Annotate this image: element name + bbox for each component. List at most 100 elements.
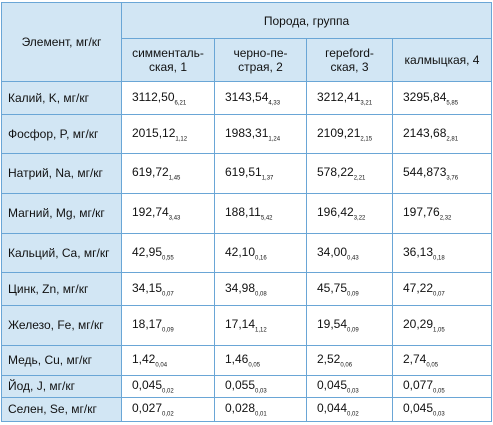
error-value: 2,32 [439,215,452,222]
error-value: 4,33 [268,100,281,107]
mean-value: 544,873 [403,165,447,180]
header-row: Элемент, мг/кг Порода, группа [1,2,492,82]
mean-value: 36,13 [403,244,434,259]
breed-header: гереford-ская, 3 [306,38,393,82]
value-cell: 0,0450,02 [121,375,215,398]
row-label: Магний, Mg, мг/кг [1,193,122,234]
value-cell: 34,980,08 [214,272,307,306]
error-value: 2,15 [360,136,373,143]
value-cell: 34,150,07 [121,272,215,306]
row-label: Калий, K, мг/кг [1,81,122,115]
value-cell: 578,222,21 [306,153,393,194]
error-value: 0,16 [255,255,267,262]
error-value: 0,07 [433,291,445,298]
breed-header: калмыцкая, 4 [392,38,492,82]
error-value: 0,06 [340,362,353,369]
error-value: 1,24 [268,136,281,143]
error-value: 1,12 [175,136,188,143]
error-value: 0,43 [347,255,359,262]
value-cell: 2109,212,15 [306,114,393,154]
mean-value: 2,52 [317,352,341,367]
row-label: Железо, Fe, мг/кг [1,305,122,346]
data-row: Селен, Se, мг/кг 0,0270,02 0,0280,01 0,044 0… [1,397,492,422]
value-cell: 19,540,09 [306,305,393,346]
error-value: 6,21 [174,100,187,107]
value-cell: 196,423,22 [306,193,393,234]
mean-value: 3143,54 [225,89,269,104]
mean-value: 18,17 [132,317,163,332]
mean-value: 3295,84 [403,89,447,104]
mean-value: 2143,68 [403,125,447,140]
row-label: Цинк, Zn, мг/кг [1,272,122,306]
mean-value: 197,76 [403,205,440,220]
value-cell: 0,0280,01 [214,397,307,422]
breed-row: симменталь-ская, 1 черно-пе-страя, 2 гереf… [2,38,492,82]
error-value: 0,18 [433,255,445,262]
mean-value: 34,98 [225,280,256,295]
error-value: 0,02 [162,411,174,418]
row-label: Кальций, Ca, мг/кг [1,233,122,273]
value-cell: 18,170,09 [121,305,215,346]
mean-value: 619,51 [225,165,262,180]
error-value: 3,43 [168,215,181,222]
error-value: 0,03 [433,411,445,418]
error-value: 0,07 [162,291,174,298]
value-cell: 20,291,05 [392,305,492,346]
value-cell: 3143,544,33 [214,81,307,115]
breed-header: черно-пе-страя, 2 [214,38,307,82]
value-cell: 2143,682,81 [392,114,492,154]
mean-value: 1983,31 [225,125,269,140]
row-label: Йод, J, мг/кг [1,375,122,398]
value-cell: 619,721,45 [121,153,215,194]
mean-value: 0,027 [132,401,163,416]
error-value: 0,08 [255,291,267,298]
error-value: 1,12 [255,327,267,334]
error-value: 0,55 [162,255,174,262]
value-cell: 17,141,12 [214,305,307,346]
table-body: Калий, K, мг/кг 3112,506,21 3143,544,33 321… [1,81,492,422]
value-cell: 47,220,07 [392,272,492,306]
mean-value: 17,14 [225,317,256,332]
mean-value: 578,22 [317,165,354,180]
value-cell: 197,762,32 [392,193,492,234]
value-cell: 0,0550,03 [214,375,307,398]
error-value: 0,09 [347,327,359,334]
mean-value: 0,044 [317,401,348,416]
mean-value: 47,22 [403,280,434,295]
data-row: Кальций, Ca, мг/кг 42,950,55 42,100,16 34,0… [1,233,492,273]
error-value: 1,37 [261,175,274,182]
value-cell: 3295,845,85 [392,81,492,115]
mean-value: 34,00 [317,244,348,259]
value-cell: 0,0450,03 [392,397,492,422]
mean-value: 2015,12 [132,125,176,140]
mean-value: 1,42 [132,352,156,367]
value-cell: 45,750,09 [306,272,393,306]
mean-value: 2109,21 [317,125,361,140]
error-value: 0,04 [155,362,168,369]
value-cell: 544,8733,76 [392,153,492,194]
value-cell: 34,000,43 [306,233,393,273]
value-cell: 0,0770,05 [392,375,492,398]
error-value: 0,05 [426,362,439,369]
element-header: Элемент, мг/кг [1,2,122,82]
error-value: 1,45 [168,175,181,182]
error-value: 2,21 [353,175,366,182]
data-row: Магний, Mg, мг/кг 192,743,43 188,115,42 196… [1,193,492,234]
mean-value: 42,95 [132,244,163,259]
error-value: 3,76 [446,175,459,182]
row-label: Селен, Se, мг/кг [1,397,122,422]
error-value: 2,81 [446,136,459,143]
mean-value: 1,46 [225,352,249,367]
value-cell: 188,115,42 [214,193,307,234]
value-cell: 1,420,04 [121,345,215,376]
mean-value: 192,74 [132,205,169,220]
error-value: 5,85 [446,100,459,107]
error-value: 1,05 [433,327,445,334]
value-cell: 1983,311,24 [214,114,307,154]
error-value: 0,01 [255,411,267,418]
mean-value: 3112,50 [132,89,175,104]
error-value: 5,42 [260,215,273,222]
data-row: Фосфор, P, мг/кг 2015,121,12 1983,311,24 21… [1,114,492,154]
value-cell: 36,130,18 [392,233,492,273]
